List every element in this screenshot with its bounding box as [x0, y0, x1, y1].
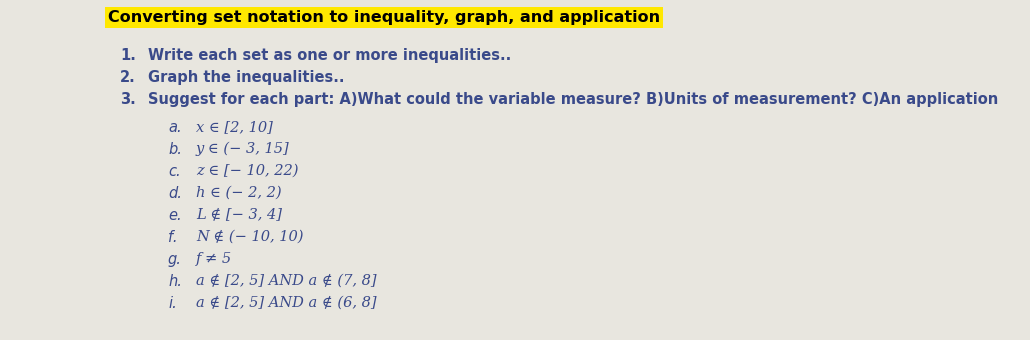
Text: i.: i.	[168, 296, 177, 311]
Text: 1.: 1.	[121, 48, 136, 63]
Text: 3.: 3.	[121, 92, 136, 107]
Text: f.: f.	[168, 230, 177, 245]
Text: d.: d.	[168, 186, 182, 201]
Text: Suggest for each part: A)What could the variable measure? B)Units of measurement: Suggest for each part: A)What could the …	[148, 92, 998, 107]
Text: g.: g.	[168, 252, 182, 267]
Text: L ∉ [− 3, 4]: L ∉ [− 3, 4]	[196, 208, 282, 222]
Text: a ∉ [2, 5] AND a ∉ (6, 8]: a ∉ [2, 5] AND a ∉ (6, 8]	[196, 296, 377, 310]
Text: f ≠ 5: f ≠ 5	[196, 252, 232, 266]
Text: Converting set notation to inequality, graph, and application: Converting set notation to inequality, g…	[108, 10, 660, 25]
Text: N ∉ (− 10, 10): N ∉ (− 10, 10)	[196, 230, 304, 244]
Text: x ∈ [2, 10]: x ∈ [2, 10]	[196, 120, 273, 134]
Text: c.: c.	[168, 164, 180, 179]
Text: 2.: 2.	[121, 70, 136, 85]
Text: Write each set as one or more inequalities..: Write each set as one or more inequaliti…	[148, 48, 511, 63]
Text: a ∉ [2, 5] AND a ∉ (7, 8]: a ∉ [2, 5] AND a ∉ (7, 8]	[196, 274, 377, 288]
Text: y ∈ (− 3, 15]: y ∈ (− 3, 15]	[196, 142, 289, 156]
Text: e.: e.	[168, 208, 181, 223]
Text: z ∈ [− 10, 22): z ∈ [− 10, 22)	[196, 164, 299, 178]
Text: b.: b.	[168, 142, 182, 157]
Text: Graph the inequalities..: Graph the inequalities..	[148, 70, 344, 85]
Text: a.: a.	[168, 120, 181, 135]
Text: h.: h.	[168, 274, 182, 289]
Text: h ∈ (− 2, 2): h ∈ (− 2, 2)	[196, 186, 281, 200]
